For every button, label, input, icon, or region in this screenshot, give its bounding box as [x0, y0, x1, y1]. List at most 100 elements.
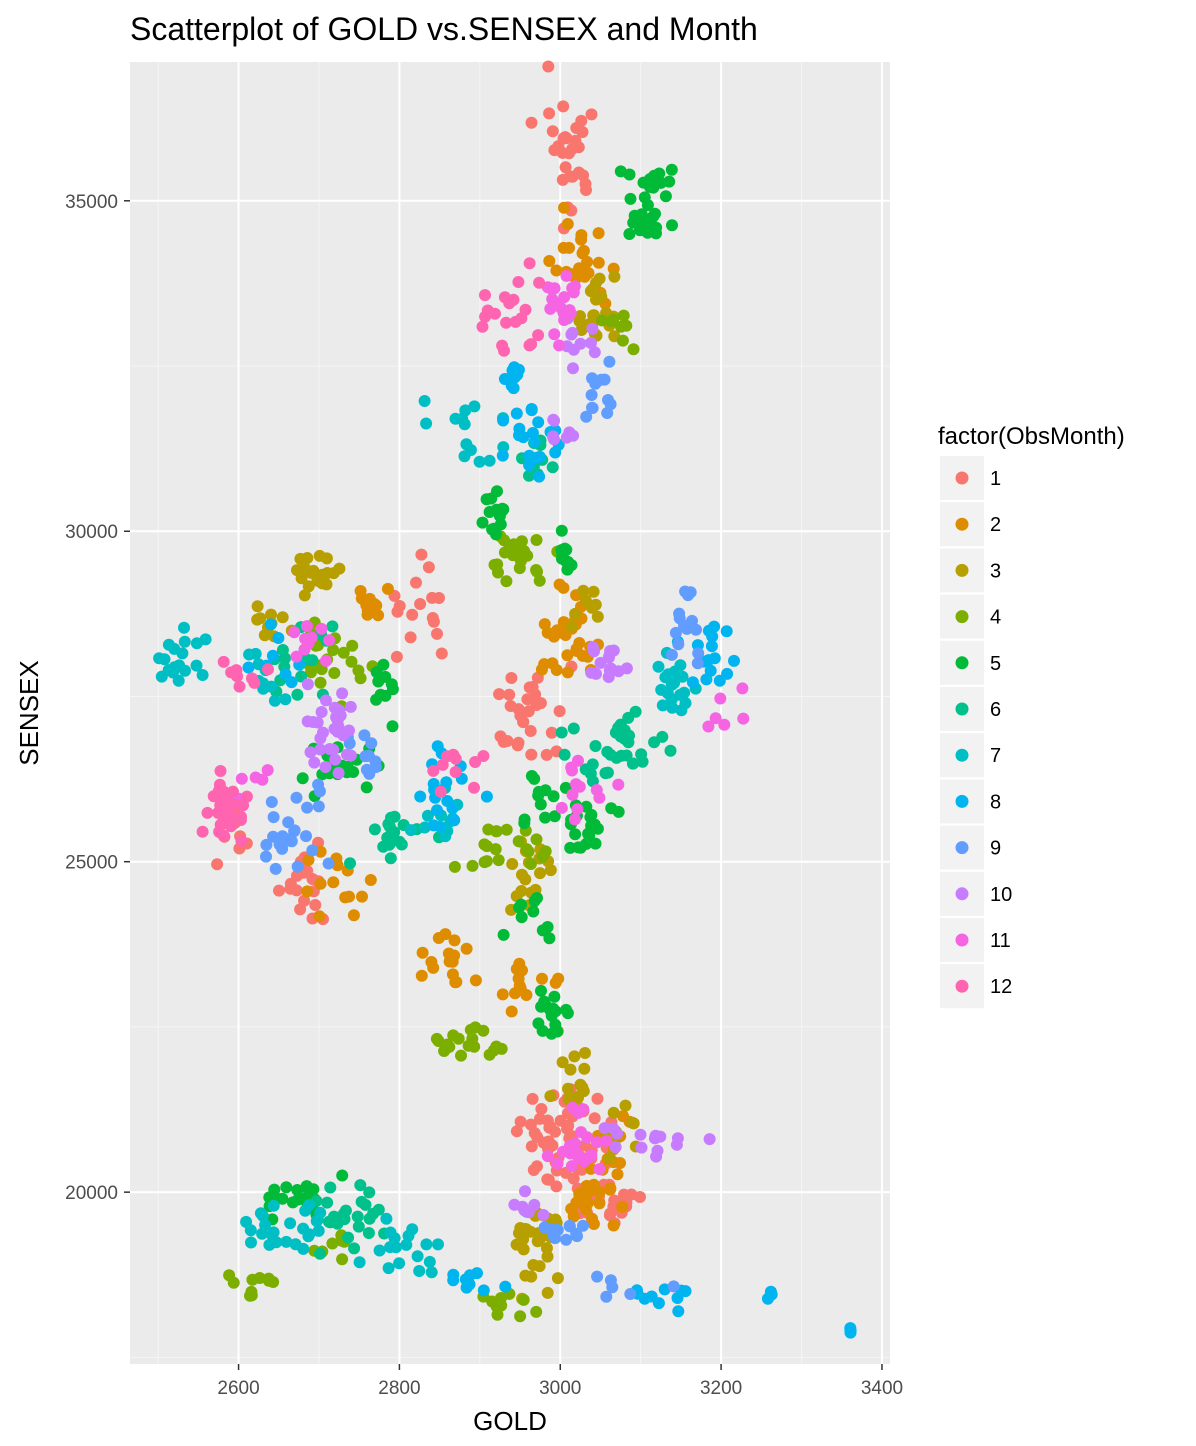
- data-point-month-1: [415, 548, 428, 561]
- data-point-month-10: [547, 413, 560, 426]
- data-point-month-11: [570, 778, 582, 791]
- data-point-month-2: [347, 909, 360, 922]
- data-point-month-11: [578, 1155, 591, 1168]
- legend-label: 6: [990, 699, 1001, 721]
- data-point-month-1: [514, 709, 527, 722]
- data-point-month-8: [652, 1297, 665, 1310]
- data-point-month-3: [299, 562, 311, 575]
- data-point-month-9: [585, 389, 598, 401]
- legend-label: 9: [990, 838, 1001, 860]
- data-point-month-4: [345, 655, 358, 668]
- data-point-month-5: [647, 181, 660, 194]
- data-point-month-7: [468, 400, 481, 413]
- data-point-month-10: [333, 704, 346, 717]
- data-point-month-5: [307, 1183, 320, 1196]
- data-point-month-4: [492, 854, 505, 867]
- data-point-month-2: [573, 262, 586, 275]
- data-point-month-6: [584, 767, 597, 780]
- data-point-month-5: [527, 905, 540, 918]
- data-point-month-2: [356, 890, 368, 903]
- data-point-month-2: [301, 885, 314, 898]
- data-point-month-6: [279, 652, 291, 665]
- data-point-month-7: [168, 661, 181, 674]
- data-point-month-11: [261, 764, 274, 777]
- data-point-month-11: [590, 1136, 603, 1149]
- data-point-month-9: [560, 1233, 573, 1246]
- data-point-month-2: [520, 989, 533, 1001]
- data-point-month-4: [615, 320, 627, 333]
- data-point-month-3: [251, 600, 264, 613]
- data-point-month-7: [411, 1250, 424, 1263]
- data-point-month-7: [256, 1227, 269, 1240]
- data-point-month-2: [587, 1218, 600, 1230]
- data-point-month-2: [581, 1197, 594, 1209]
- data-point-month-6: [324, 1181, 337, 1194]
- data-point-month-10: [327, 743, 340, 756]
- data-point-month-8: [440, 776, 453, 789]
- data-point-month-2: [593, 1186, 606, 1198]
- data-point-month-5: [532, 789, 545, 802]
- data-point-month-9: [690, 623, 702, 636]
- data-point-month-11: [541, 1150, 554, 1163]
- data-point-month-10: [567, 429, 580, 442]
- data-point-month-6: [354, 1179, 367, 1192]
- data-point-month-6: [302, 654, 315, 666]
- data-point-month-10: [344, 700, 357, 713]
- data-point-month-2: [593, 1197, 606, 1210]
- data-point-month-12: [469, 756, 482, 768]
- x-tick-label: 3000: [539, 1378, 581, 1399]
- data-point-month-12: [525, 338, 538, 351]
- data-point-month-4: [514, 1310, 527, 1323]
- data-point-month-4: [517, 1293, 530, 1306]
- data-point-month-6: [383, 820, 396, 833]
- data-point-month-6: [604, 748, 617, 761]
- major-gridlines: [130, 62, 890, 1364]
- data-point-month-4: [596, 314, 608, 327]
- data-point-month-5: [515, 911, 528, 924]
- legend-title: factor(ObsMonth): [938, 423, 1125, 450]
- data-point-month-7: [382, 1262, 395, 1275]
- data-point-month-11: [569, 1137, 581, 1150]
- data-point-month-9: [665, 648, 678, 661]
- data-point-month-12: [479, 289, 491, 302]
- legend-key-8: [955, 794, 969, 808]
- data-point-month-3: [591, 610, 604, 623]
- data-point-month-4: [443, 1040, 456, 1053]
- legend-key-11: [955, 933, 969, 947]
- data-point-month-3: [294, 552, 307, 565]
- data-point-month-3: [302, 580, 315, 593]
- data-point-month-5: [377, 658, 390, 671]
- data-point-month-7: [662, 668, 675, 681]
- data-point-month-10: [301, 678, 314, 691]
- data-point-month-12: [240, 790, 253, 803]
- legend-label: 2: [990, 514, 1001, 536]
- data-point-month-3: [540, 1242, 553, 1255]
- data-point-month-3: [316, 568, 329, 581]
- data-point-month-8: [728, 654, 740, 667]
- data-point-month-10: [634, 1128, 647, 1141]
- legend-label: 1: [990, 468, 1001, 490]
- data-point-month-5: [543, 932, 556, 945]
- data-point-month-3: [579, 1047, 591, 1059]
- data-point-month-5: [627, 216, 640, 229]
- data-point-month-3: [607, 1106, 620, 1119]
- data-point-month-2: [604, 1183, 617, 1196]
- data-point-month-9: [269, 862, 282, 875]
- data-point-month-3: [327, 567, 340, 580]
- data-point-month-9: [570, 1227, 583, 1240]
- data-point-month-3: [565, 620, 578, 633]
- y-tick-label: 30000: [65, 522, 118, 543]
- data-point-month-1: [422, 561, 435, 574]
- data-point-month-12: [233, 680, 246, 693]
- y-tick-label: 20000: [65, 1183, 118, 1204]
- data-point-month-11: [566, 764, 578, 777]
- data-point-month-11: [548, 328, 561, 341]
- data-point-month-12: [500, 316, 513, 329]
- data-point-month-4: [336, 1253, 349, 1266]
- data-point-month-5: [280, 1181, 293, 1194]
- data-point-month-7: [388, 1232, 401, 1245]
- data-point-month-2: [460, 942, 473, 955]
- data-point-month-11: [571, 1147, 584, 1160]
- data-point-month-1: [585, 108, 598, 121]
- data-point-month-9: [682, 589, 694, 602]
